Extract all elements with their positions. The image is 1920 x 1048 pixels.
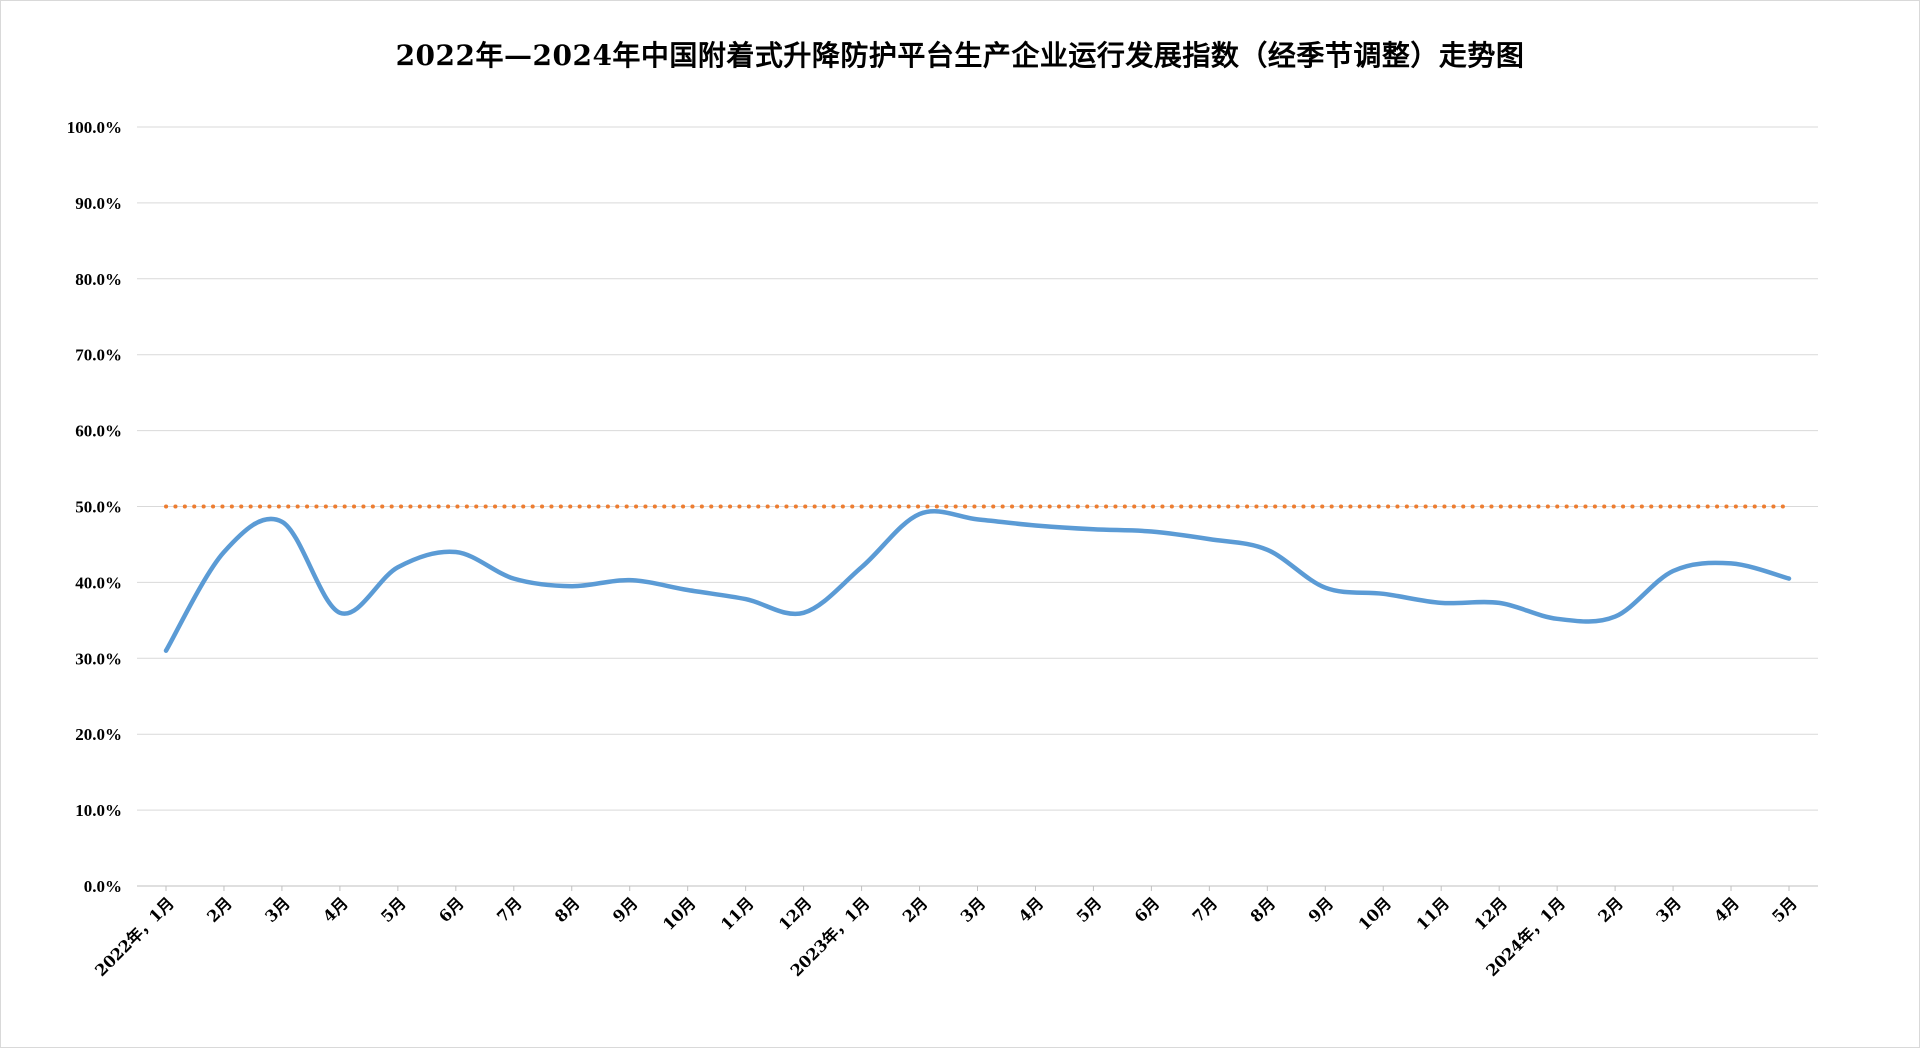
y-tick-label: 30.0% xyxy=(75,649,122,668)
x-tick-label: 3月 xyxy=(957,893,990,926)
y-tick-label: 70.0% xyxy=(75,346,122,365)
y-tick-label: 40.0% xyxy=(75,573,122,592)
y-tick-label: 80.0% xyxy=(75,270,122,289)
y-tick-label: 50.0% xyxy=(75,498,122,517)
y-tick-label: 0.0% xyxy=(84,877,122,896)
gridlines xyxy=(137,126,1818,887)
x-tick-label: 2月 xyxy=(203,893,236,926)
series-lines xyxy=(163,504,1792,653)
x-tick-label: 4月 xyxy=(319,893,352,926)
x-tick-label: 8月 xyxy=(1247,893,1280,926)
x-tick-label: 5月 xyxy=(1768,893,1801,926)
x-tick-label: 2月 xyxy=(1594,893,1627,926)
x-tick-label: 7月 xyxy=(493,893,526,926)
x-tick-label: 4月 xyxy=(1015,893,1048,926)
x-tick-label: 9月 xyxy=(609,893,642,926)
x-tick-label: 6月 xyxy=(1131,893,1164,926)
chart-title: 2022年—2024年中国附着式升降防护平台生产企业运行发展指数（经季节调整）走… xyxy=(395,39,1525,72)
x-tick-label: 12月 xyxy=(1471,893,1512,934)
y-tick-label: 90.0% xyxy=(75,194,122,213)
x-tick-label: 10月 xyxy=(659,893,700,934)
y-tick-label: 60.0% xyxy=(75,422,122,441)
y-tick-label: 20.0% xyxy=(75,725,122,744)
y-tick-label: 100.0% xyxy=(67,118,122,137)
x-tick-label: 4月 xyxy=(1710,893,1743,926)
x-tick-label: 11月 xyxy=(717,893,758,934)
x-tick-label: 10月 xyxy=(1355,893,1396,934)
x-tick-label: 5月 xyxy=(377,893,410,926)
x-tick-label: 5月 xyxy=(1073,893,1106,926)
x-tick-label: 2月 xyxy=(899,893,932,926)
x-tick-label: 12月 xyxy=(775,893,816,934)
x-axis-ticks: 2022年，1月 2月 3月 4月 5月 6月 7月 8月 9月 10月 11月 12月2023年，1… xyxy=(91,886,1801,980)
x-tick-label: 9月 xyxy=(1304,893,1337,926)
x-tick-label: 3月 xyxy=(261,893,294,926)
x-tick-label: 8月 xyxy=(551,893,584,926)
x-tick-label: 3月 xyxy=(1652,893,1685,926)
x-tick-label: 2022年，1月 xyxy=(91,893,178,980)
x-tick-label: 7月 xyxy=(1189,893,1222,926)
y-axis-ticks: 0.0% 10.0% 20.0% 30.0% 40.0% 50.0% 60.0% 70.0% 8… xyxy=(67,118,122,896)
series-line-index xyxy=(163,509,1792,653)
y-tick-label: 10.0% xyxy=(75,801,122,820)
x-tick-label: 11月 xyxy=(1413,893,1454,934)
x-tick-label: 6月 xyxy=(435,893,468,926)
